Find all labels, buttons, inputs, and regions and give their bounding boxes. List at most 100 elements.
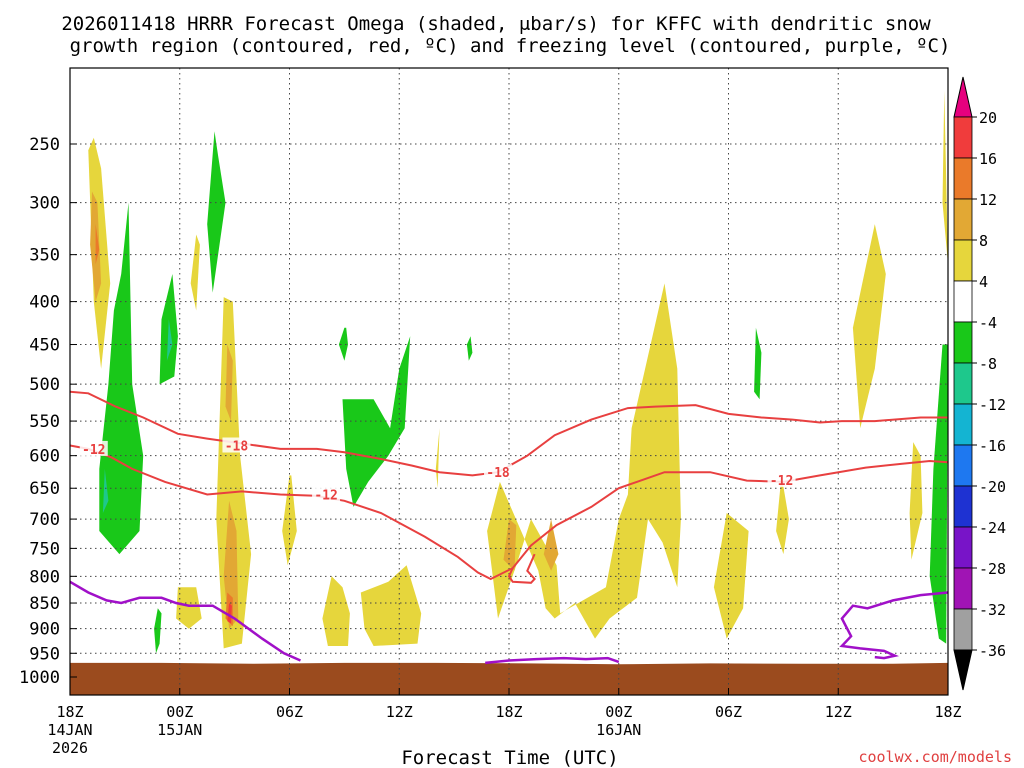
x-tick-label: 12Z [825, 703, 852, 721]
omega-region [543, 519, 559, 571]
y-tick-label: 650 [29, 479, 60, 499]
y-tick-label: 350 [29, 246, 60, 266]
contour-layer: -12 -12 -12 -18 -18 [69, 390, 949, 665]
colorbar-swatch [953, 485, 973, 528]
omega-region [754, 327, 762, 400]
omega-region [166, 319, 173, 361]
dgz-contour-line [69, 444, 949, 581]
x-tick-label: 18Z [56, 703, 83, 721]
chart-title-line2: growth region (contoured, red, ºC) and f… [70, 35, 951, 57]
x-tick-label: 18Z [495, 703, 522, 721]
y-tick-label: 900 [29, 620, 60, 640]
plot-area: -12 -12 -12 -18 -18 [69, 67, 949, 696]
dgz-contour-label: -18 [486, 466, 510, 481]
y-tick-label: 400 [29, 293, 60, 313]
dgz-contour-line [507, 553, 536, 584]
colorbar-label: 12 [979, 191, 997, 209]
y-tick-label: 300 [29, 194, 60, 214]
dgz-contour-label: -12 [770, 474, 793, 489]
omega-region [713, 513, 749, 639]
colorbar-label: 20 [979, 109, 997, 127]
colorbar-swatch [953, 157, 973, 200]
y-tick-label: 700 [29, 510, 60, 530]
omega-region [942, 90, 948, 265]
colorbar-label: -8 [979, 355, 997, 373]
x-tick-label: 00Z [605, 703, 632, 721]
colorbar-label: -20 [979, 478, 1006, 496]
x-tick-label: 00Z [166, 703, 193, 721]
y-tick-label: 750 [29, 539, 60, 559]
dgz-contour-label: -12 [314, 489, 337, 504]
plot-frame [69, 67, 949, 696]
dgz-label-bg [312, 486, 341, 502]
colorbar-label: 8 [979, 232, 988, 250]
dgz-label-bg [222, 437, 251, 453]
dgz-contour-label: -12 [82, 443, 105, 458]
freezing-level-contour [839, 591, 949, 660]
colorbar-top-arrow [953, 76, 973, 118]
omega-region [282, 475, 297, 566]
colorbar-swatch [953, 116, 973, 159]
x-axis-label: Forecast Time (UTC) [401, 747, 618, 768]
omega-region [102, 468, 109, 513]
colorbar-swatch [953, 198, 973, 241]
colorbar-swatch [953, 526, 973, 569]
omega-shading-layer [88, 90, 948, 654]
colorbar-swatch [953, 567, 973, 610]
omega-region [227, 603, 232, 624]
colorbar-label: -4 [979, 314, 997, 332]
chart-title-line1: 2026011418 HRRR Forecast Omega (shaded, … [61, 13, 931, 35]
colorbar-swatch [953, 362, 973, 405]
y-tick-label: 550 [29, 412, 60, 432]
omega-region [176, 587, 202, 629]
y-tick-label: 800 [29, 567, 60, 587]
omega-region [99, 202, 144, 555]
omega-region [776, 475, 789, 555]
y-tick-label: 600 [29, 447, 60, 467]
y-tick-label: 250 [29, 135, 60, 155]
y-tick-label: 850 [29, 594, 60, 614]
grid-layer [69, 68, 948, 695]
omega-region [929, 344, 948, 644]
y-tick-label: 1000 [19, 668, 60, 688]
omega-region [852, 224, 886, 429]
colorbar-swatch [953, 608, 973, 651]
omega-region [95, 224, 100, 265]
omega-region [190, 234, 200, 311]
colorbar-swatch [953, 403, 973, 446]
x-tick-date-label: 14JAN [47, 721, 92, 739]
omega-region [360, 565, 422, 646]
x-tick-year-label: 2026 [52, 739, 88, 757]
colorbar-swatch [953, 444, 973, 487]
omega-region [487, 283, 681, 639]
credit-text: coolwx.com/models [858, 748, 1012, 766]
dgz-contour-label: -18 [225, 440, 249, 455]
colorbar-label: -28 [979, 560, 1006, 578]
colorbar-label: -32 [979, 601, 1006, 619]
freezing-level-contour [485, 656, 620, 665]
y-tick-label: 950 [29, 644, 60, 664]
dgz-label-bg [767, 471, 796, 487]
x-tick-label: 06Z [276, 703, 303, 721]
x-tick-label: 06Z [715, 703, 742, 721]
pressure-axis: 250 300 350 400 450 500 550 600 650 700 750 800 850 9… [19, 135, 77, 688]
omega-region [466, 336, 473, 361]
omega-region [503, 519, 517, 571]
x-tick-date-label: 16JAN [596, 721, 641, 739]
colorbar-swatch [953, 280, 973, 323]
y-tick-label: 500 [29, 375, 60, 395]
colorbar-swatch [953, 321, 973, 364]
colorbar-label: -24 [979, 519, 1006, 537]
dgz-label-bg [484, 464, 513, 480]
colorbar-swatch [953, 239, 973, 282]
x-tick-label: 18Z [934, 703, 961, 721]
colorbar-label: -16 [979, 437, 1006, 455]
omega-region [909, 442, 923, 560]
colorbar-label: 4 [979, 273, 988, 291]
omega-region [322, 576, 350, 646]
omega-region [435, 428, 440, 489]
omega-region [225, 344, 233, 422]
colorbar-label: 16 [979, 150, 997, 168]
